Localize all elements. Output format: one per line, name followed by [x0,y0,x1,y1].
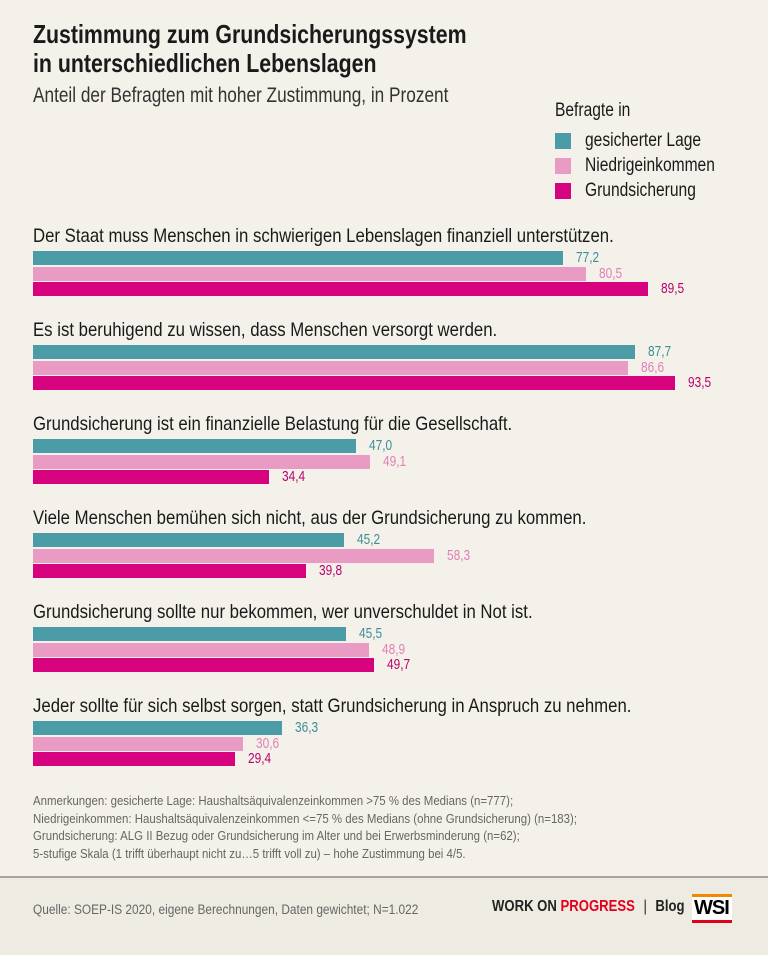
wsi-logo: WSI [692,894,732,923]
value-label: 34,4 [282,469,306,485]
bar [33,642,369,657]
question-label: Der Staat muss Menschen in schwierigen L… [33,225,614,247]
value-label: 39,8 [319,563,343,579]
note-line: Grundsicherung: ALG II Bezug oder Grunds… [33,828,520,843]
legend-swatch [555,133,571,149]
source-text: Quelle: SOEP-IS 2020, eigene Berechnunge… [33,902,419,917]
chart-subtitle: Anteil der Befragten mit hoher Zustimmun… [33,84,449,107]
bar [33,376,676,390]
brand-work-on-progress[interactable]: WORK ON PROGRESS | Blog [492,898,685,915]
value-label: 93,5 [688,375,712,391]
value-label: 49,1 [383,453,407,470]
note-line: 5-stufige Skala (1 trifft überhaupt nich… [33,845,466,861]
value-label: 77,2 [576,250,600,266]
bar [33,360,628,375]
value-label: 45,2 [356,532,380,548]
value-label: 36,3 [295,720,319,736]
value-label: 47,0 [368,438,393,454]
value-label: 49,7 [387,657,411,673]
bar [33,282,648,296]
value-label: 45,5 [358,626,382,642]
bar [33,658,375,672]
value-label: 89,5 [660,281,685,297]
bar [33,548,434,563]
bar [33,266,587,281]
bar [33,564,307,578]
notes: Anmerkungen: gesicherte Lage: Haushaltsä… [33,792,651,862]
bar [33,345,636,359]
bar [33,439,356,453]
legend-swatch [555,183,571,199]
value-label: 86,6 [640,359,665,376]
question-label: Viele Menschen bemühen sich nicht, aus d… [33,507,587,529]
value-label: 48,9 [381,641,406,658]
question-label: Jeder sollte für sich selbst sorgen, sta… [33,695,632,717]
bar [33,251,564,265]
question-label: Es ist beruhigend zu wissen, dass Mensch… [33,319,498,341]
bar [33,736,244,751]
value-label: 80,5 [599,265,623,282]
note-line: Niedrigeinkommen: Haushaltsäquivalenzein… [33,810,578,826]
value-label: 87,7 [648,344,672,360]
chart-title: Zustimmung zum Grundsicherungssystem in … [33,19,467,78]
bar [33,533,344,547]
bar [33,627,346,641]
value-label: 29,4 [247,751,272,767]
question-label: Grundsicherung sollte nur bekommen, wer … [33,601,533,623]
bar [33,470,270,484]
note-line: Anmerkungen: gesicherte Lage: Haushaltsä… [33,793,514,808]
legend-swatch [555,158,571,174]
bar [33,752,235,766]
bar [33,721,283,735]
value-label: 58,3 [446,547,470,564]
question-label: Grundsicherung ist ein finanzielle Belas… [33,413,513,435]
bar [33,454,371,469]
value-label: 30,6 [256,735,280,752]
footer: Quelle: SOEP-IS 2020, eigene Berechnunge… [0,876,768,955]
